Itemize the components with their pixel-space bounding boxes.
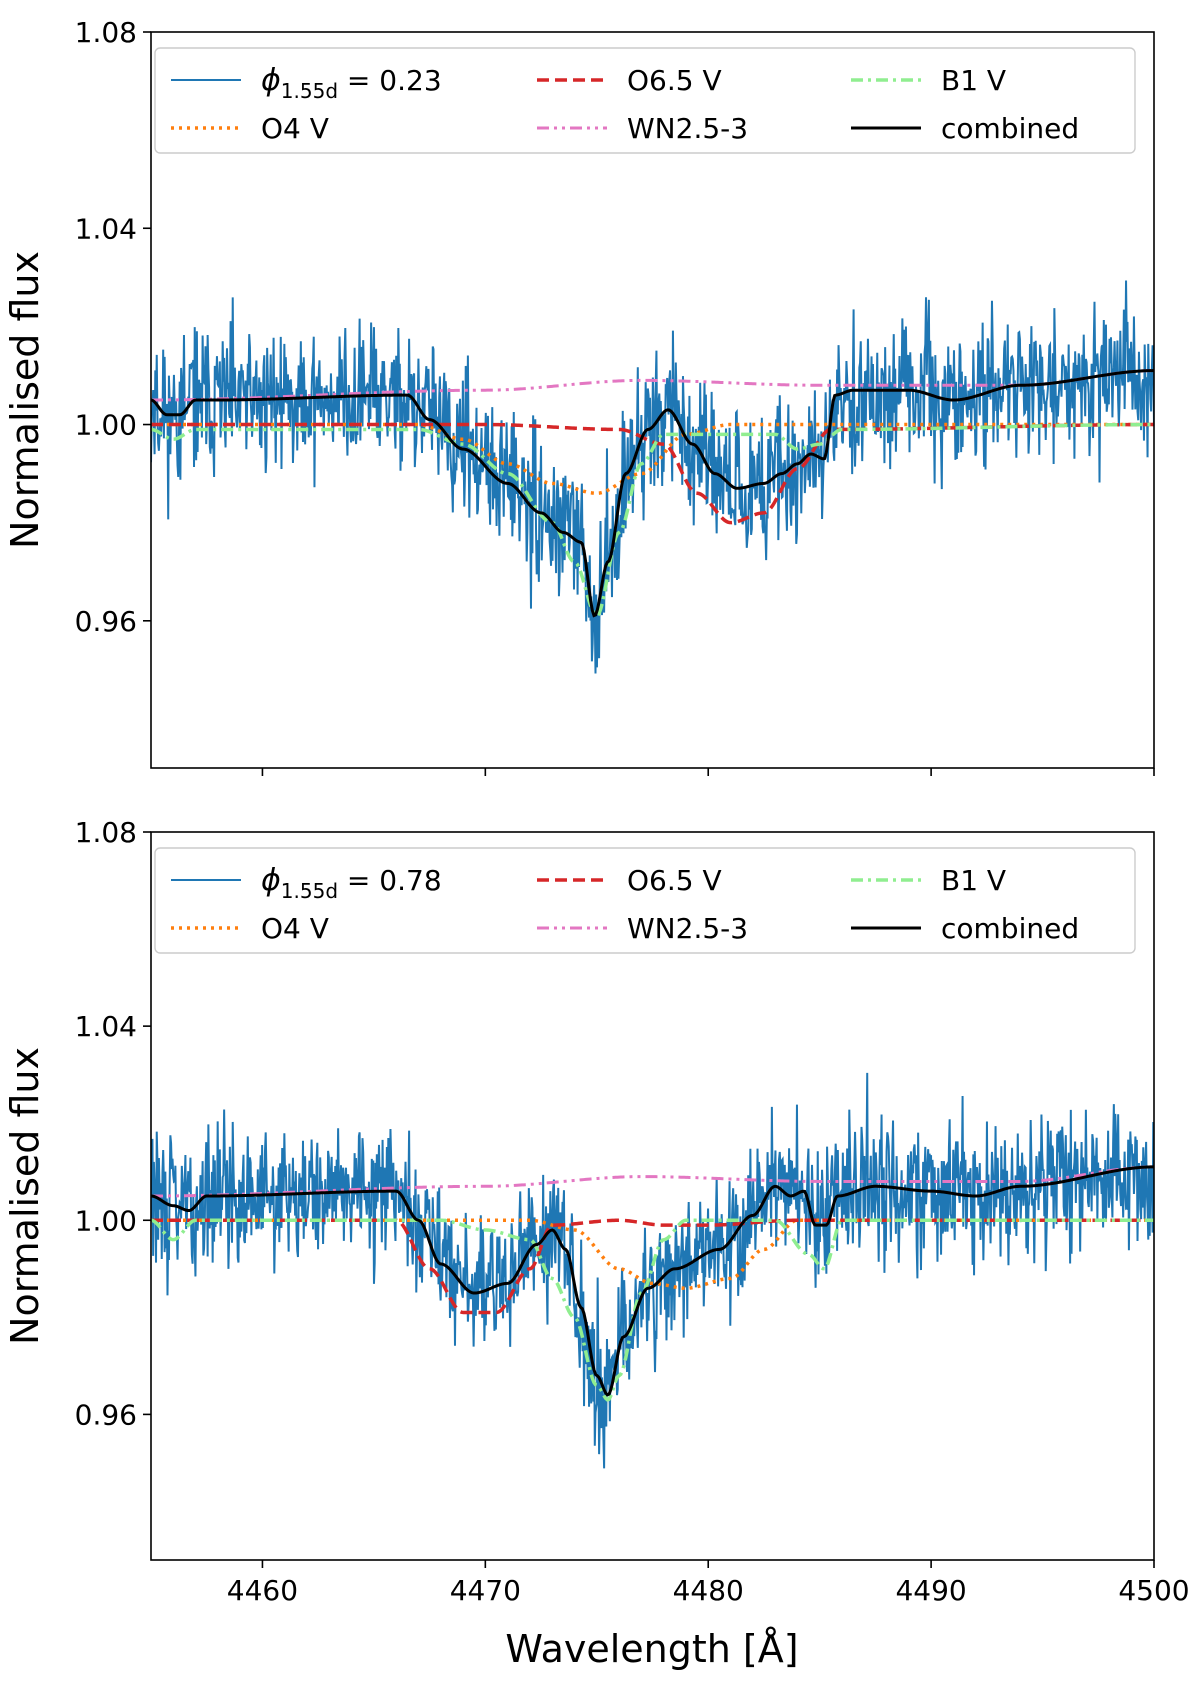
- wn-legend-label: WN2.5-3: [627, 112, 748, 145]
- combined-model-line: [151, 369, 1154, 618]
- y-tick-label: 1.00: [75, 409, 137, 442]
- axes-frame: [150, 831, 1155, 1561]
- axes-frame: [150, 31, 1155, 769]
- x-tick-label: 4500: [1118, 1574, 1189, 1607]
- y-axis-label-bottom: Normalised flux: [3, 1047, 47, 1345]
- o4v-legend-label: O4 V: [261, 912, 329, 945]
- b1v-model-line: [151, 422, 1154, 618]
- y-tick-label: 0.96: [75, 1398, 137, 1431]
- combined-legend-label: combined: [941, 912, 1079, 945]
- b1v-legend-label: B1 V: [941, 64, 1006, 97]
- y-tick-label: 1.08: [75, 16, 137, 49]
- obs-legend-label: ϕ1.55d = 0.23: [261, 63, 442, 103]
- b1v-model-line: [151, 1218, 1154, 1402]
- wn-legend-label: WN2.5-3: [627, 912, 748, 945]
- legend: ϕ1.55d = 0.23 O4 V O6.5 V WN2.5-3 B1 V combin…: [154, 47, 1136, 154]
- o65v-legend-label: O6.5 V: [627, 64, 722, 97]
- combined-model-line: [151, 1165, 1154, 1397]
- o4v-model-line: [151, 422, 1154, 495]
- x-tick-label: 4470: [450, 1574, 521, 1607]
- y-tick-label: 1.00: [75, 1204, 137, 1237]
- x-tick-label: 4490: [895, 1574, 966, 1607]
- o65v-legend-label: O6.5 V: [627, 864, 722, 897]
- x-tick-label: 4460: [227, 1574, 298, 1607]
- x-axis-label: Wavelength [Å]: [505, 1627, 798, 1671]
- combined-legend-label: combined: [941, 112, 1079, 145]
- top-panel: 0.96 1.00 1.04 1.08 ϕ1.55d = 0.23 O4 V O6.5 V W…: [75, 16, 1155, 776]
- observed-spectrum-line: [151, 280, 1154, 674]
- plot-area: [151, 280, 1154, 674]
- x-tick-label: 4480: [673, 1574, 744, 1607]
- y-tick-label: 1.08: [75, 816, 137, 849]
- wn-model-line: [151, 369, 1154, 402]
- y-axis-label-top: Normalised flux: [3, 251, 47, 549]
- wn-model-line: [151, 1165, 1154, 1198]
- y-tick-label: 1.04: [75, 212, 137, 245]
- obs-legend-label: ϕ1.55d = 0.78: [261, 863, 442, 903]
- b1v-legend-label: B1 V: [941, 864, 1006, 897]
- legend: ϕ1.55d = 0.78 O4 V O6.5 V WN2.5-3 B1 V combin…: [154, 847, 1136, 954]
- plot-area: [151, 1072, 1154, 1469]
- o4v-legend-label: O4 V: [261, 112, 329, 145]
- y-tick-label: 0.96: [75, 605, 137, 638]
- y-tick-label: 1.04: [75, 1010, 137, 1043]
- observed-spectrum-line: [151, 1072, 1154, 1469]
- bottom-panel: 0.96 1.00 1.04 1.08 4460 4470 4480 4490 4500 ϕ1.5…: [75, 816, 1190, 1607]
